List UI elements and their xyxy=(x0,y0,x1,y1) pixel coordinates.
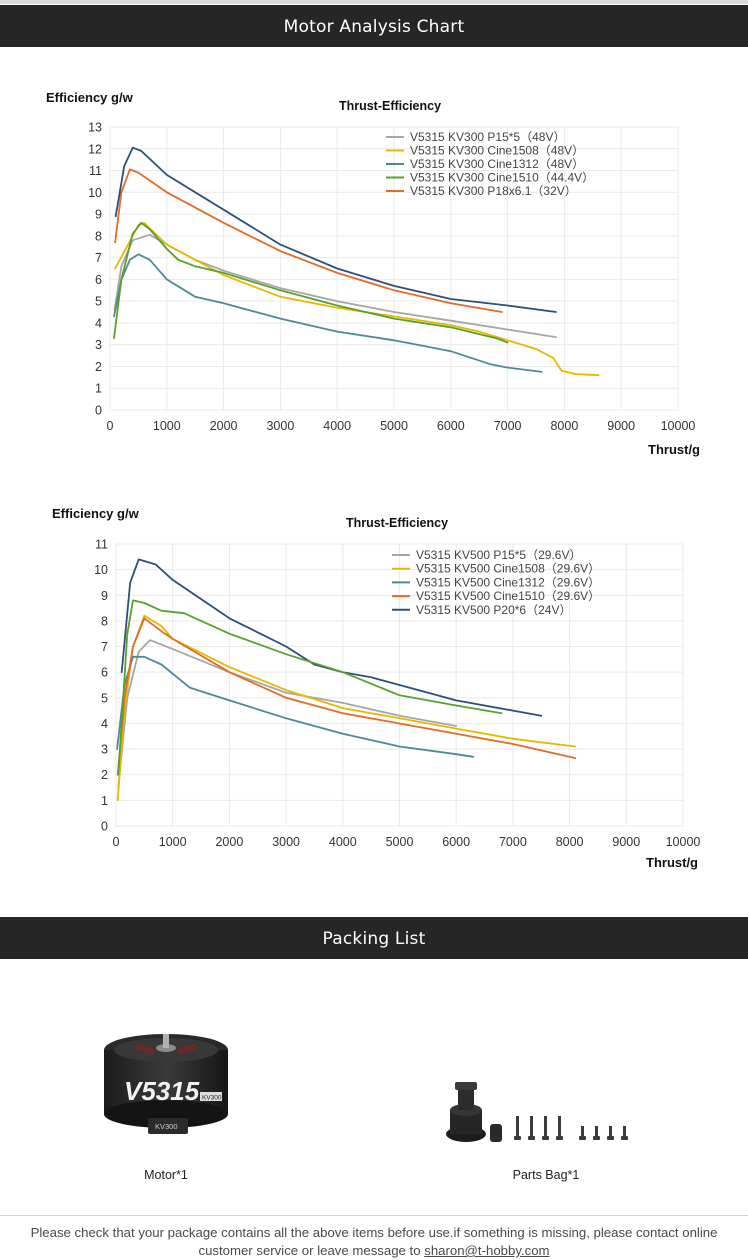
footer-note: Please check that your package contains … xyxy=(20,1224,728,1260)
y-tick-label: 5 xyxy=(95,295,102,309)
series-line xyxy=(116,614,577,802)
y-tick-label: 8 xyxy=(101,614,108,628)
legend-entry: V5315 KV500 Cine1508（29.6V） xyxy=(416,562,600,576)
analysis-banner: Motor Analysis Chart xyxy=(0,5,748,47)
footer-divider xyxy=(0,1215,748,1216)
legend-entry: V5315 KV500 Cine1510（29.6V） xyxy=(416,589,600,603)
x-axis-label: Thrust/g xyxy=(648,442,700,457)
y-tick-label: 3 xyxy=(95,338,102,352)
y-tick-label: 11 xyxy=(89,164,102,178)
y-tick-label: 6 xyxy=(95,273,102,287)
y-tick-label: 2 xyxy=(95,360,102,374)
y-tick-label: 6 xyxy=(101,666,108,680)
legend-entry: V5315 KV300 Cine1510（44.4V） xyxy=(410,171,594,185)
x-tick-label: 5000 xyxy=(380,419,408,433)
series-line xyxy=(113,221,509,344)
svg-text:KV300: KV300 xyxy=(202,1095,222,1102)
contact-email-link[interactable]: sharon@t-hobby.com xyxy=(424,1243,550,1258)
x-tick-label: 2000 xyxy=(210,419,238,433)
y-tick-label: 7 xyxy=(95,251,102,265)
y-tick-label: 3 xyxy=(101,743,108,757)
series-line xyxy=(116,655,475,758)
motor-image: V5315 KV300 KV300 xyxy=(104,1034,228,1134)
x-tick-label: 4000 xyxy=(323,419,351,433)
y-tick-label: 5 xyxy=(101,691,108,705)
y-tick-label: 2 xyxy=(101,768,108,782)
x-tick-label: 1000 xyxy=(153,419,181,433)
y-tick-label: 4 xyxy=(101,717,108,731)
x-tick-label: 9000 xyxy=(607,419,635,433)
series-line xyxy=(114,221,600,377)
x-tick-label: 2000 xyxy=(215,835,243,849)
series-line xyxy=(114,146,557,313)
x-tick-label: 7000 xyxy=(494,419,522,433)
footer-text: Please check that your package contains … xyxy=(30,1225,718,1258)
x-tick-label: 1000 xyxy=(159,835,187,849)
y-tick-label: 9 xyxy=(95,208,102,222)
motor-logo-text: V5315 xyxy=(124,1076,200,1106)
x-tick-label: 5000 xyxy=(386,835,414,849)
y-tick-label: 0 xyxy=(101,820,108,834)
y-tick-label: 1 xyxy=(95,382,102,396)
y-tick-label: 0 xyxy=(95,404,102,418)
y-tick-label: 10 xyxy=(94,563,108,577)
x-tick-label: 4000 xyxy=(329,835,357,849)
series-line xyxy=(117,639,458,789)
x-tick-label: 6000 xyxy=(437,419,465,433)
packing-banner: Packing List xyxy=(0,917,748,959)
x-tick-label: 8000 xyxy=(556,835,584,849)
series-line xyxy=(116,617,577,776)
legend-entry: V5315 KV300 Cine1508（48V） xyxy=(410,144,584,158)
y-tick-label: 12 xyxy=(88,142,102,156)
legend-entry: V5315 KV300 P18x6.1（32V） xyxy=(410,184,577,198)
legend-entry: V5315 KV300 P15*5（48V） xyxy=(410,130,565,144)
chart-kv500: 0 1 2 3 4 5 6 7 8 9 10 11 0 1000 2000 3000 4000 5000 6000 7… xyxy=(52,506,701,870)
x-tick-label: 6000 xyxy=(442,835,470,849)
y-tick-label: 10 xyxy=(88,186,102,200)
y-tick-label: 11 xyxy=(95,538,108,552)
series-line xyxy=(117,599,503,776)
y-tick-label: 13 xyxy=(88,121,102,135)
parts-bag-image xyxy=(446,1082,628,1142)
x-tick-label: 10000 xyxy=(666,835,701,849)
y-tick-label: 8 xyxy=(95,229,102,243)
series-line xyxy=(113,233,557,338)
page-title: Motor Analysis Chart xyxy=(283,17,465,37)
legend-entry: V5315 KV500 P20*6（24V） xyxy=(416,603,571,617)
x-tick-label: 3000 xyxy=(266,419,294,433)
parts-bag-label: Parts Bag*1 xyxy=(512,1168,580,1182)
legend-entry: V5315 KV500 P15*5（29.6V） xyxy=(416,548,581,562)
x-tick-label: 7000 xyxy=(499,835,527,849)
y-axis-label: Efficiency g/w xyxy=(52,506,140,521)
x-tick-label: 0 xyxy=(107,419,114,433)
x-tick-label: 9000 xyxy=(612,835,640,849)
legend-entry: V5315 KV500 Cine1312（29.6V） xyxy=(416,575,600,589)
x-tick-label: 10000 xyxy=(661,419,696,433)
y-tick-label: 4 xyxy=(95,316,102,330)
x-tick-label: 0 xyxy=(113,835,120,849)
y-axis-label: Efficiency g/w xyxy=(46,90,134,105)
top-divider xyxy=(0,0,748,4)
series-line xyxy=(120,558,543,717)
motor-badge-text: KV300 xyxy=(155,1122,178,1131)
packing-title: Packing List xyxy=(322,929,426,949)
x-axis-label: Thrust/g xyxy=(646,855,698,870)
chart-title: Thrust-Efficiency xyxy=(346,516,448,530)
series-line xyxy=(113,253,543,373)
y-tick-label: 7 xyxy=(101,640,108,654)
chart-title: Thrust-Efficiency xyxy=(339,99,441,113)
legend-entry: V5315 KV300 Cine1312（48V） xyxy=(410,157,584,171)
series-line xyxy=(114,168,503,313)
motor-label: Motor*1 xyxy=(144,1168,188,1182)
x-tick-label: 8000 xyxy=(550,419,578,433)
x-tick-label: 3000 xyxy=(272,835,300,849)
y-tick-label: 9 xyxy=(101,589,108,603)
y-tick-label: 1 xyxy=(101,794,108,808)
